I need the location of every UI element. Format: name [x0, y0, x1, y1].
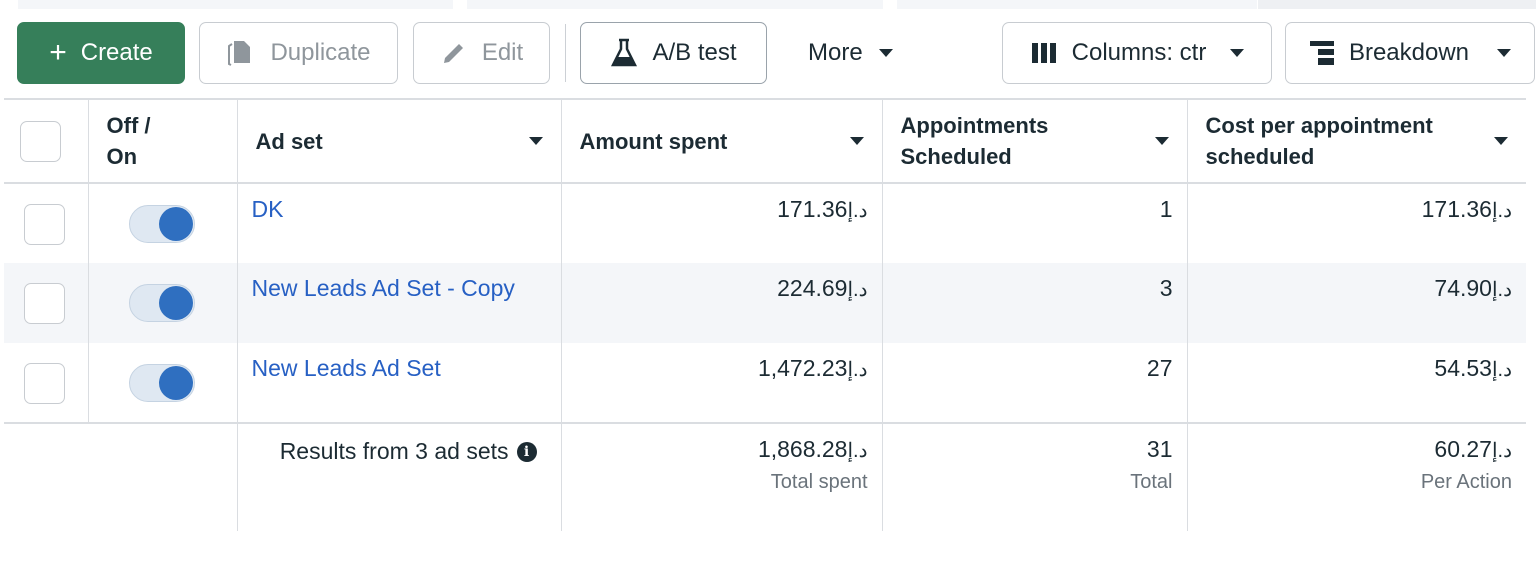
- table-header: Off / On Ad set Amount spent Appointment…: [4, 98, 1526, 184]
- summary-row: Results from 3 ad sets i 1,868.28د.إ Total…: [4, 422, 1526, 531]
- caret-down-icon: [878, 49, 893, 57]
- appointments: 27: [1146, 355, 1173, 381]
- caret-down-icon: [1230, 49, 1245, 57]
- cost-per-appointment: 74.90د.إ: [1434, 275, 1512, 301]
- pencil-icon: [443, 44, 463, 63]
- table-row: New Leads Ad Set 1,472.23د.إ 27 54.53د.إ: [4, 343, 1526, 423]
- amount-spent: 1,472.23د.إ: [757, 355, 868, 381]
- duplicate-button[interactable]: Duplicate: [199, 22, 398, 84]
- results-summary: Results from 3 ad sets i: [238, 424, 561, 465]
- table-row: DK 171.36د.إ 1 171.36د.إ: [4, 183, 1526, 263]
- edit-button[interactable]: Edit: [413, 22, 550, 84]
- row-checkbox[interactable]: [24, 204, 65, 245]
- row-checkbox[interactable]: [24, 283, 65, 324]
- sort-caret-icon[interactable]: [849, 137, 864, 145]
- plus-icon: +: [49, 36, 67, 69]
- duplicate-icon: [228, 41, 251, 66]
- cost-per-appointment: 54.53د.إ: [1434, 355, 1512, 381]
- ad-sets-table: Off / On Ad set Amount spent Appointment…: [4, 98, 1526, 531]
- ad-set-link[interactable]: New Leads Ad Set: [251, 355, 441, 381]
- toolbar-divider: [565, 24, 566, 82]
- table-row: New Leads Ad Set - Copy 224.69د.إ 3 74.9…: [4, 263, 1526, 343]
- row-checkbox[interactable]: [24, 363, 65, 404]
- breakdown-icon: [1309, 41, 1334, 65]
- header-toggle: Off / On: [87, 98, 237, 184]
- breakdown-dropdown[interactable]: Breakdown: [1285, 22, 1535, 84]
- amount-spent: 171.36د.إ: [777, 196, 868, 222]
- cost-per-appointment: 171.36د.إ: [1421, 196, 1512, 222]
- amount-spent: 224.69د.إ: [777, 275, 868, 301]
- total-amount-spent: 1,868.28د.إ Total spent: [757, 436, 868, 493]
- top-background: [0, 0, 1536, 9]
- flask-icon: [611, 38, 638, 67]
- header-ad-set[interactable]: Ad set: [236, 98, 561, 184]
- appointments: 3: [1159, 275, 1173, 301]
- create-button[interactable]: + Create: [17, 22, 185, 84]
- ab-test-button[interactable]: A/B test: [580, 22, 767, 84]
- on-off-toggle[interactable]: [128, 364, 195, 402]
- ad-set-link[interactable]: DK: [251, 196, 284, 222]
- on-off-toggle[interactable]: [128, 205, 195, 243]
- total-appointments: 31 Total: [1130, 436, 1173, 493]
- header-appointments[interactable]: Appointments Scheduled: [881, 98, 1187, 184]
- header-cost[interactable]: Cost per appointment scheduled: [1186, 98, 1526, 184]
- columns-icon: [1031, 43, 1056, 63]
- sort-caret-icon[interactable]: [1494, 137, 1508, 145]
- on-off-toggle[interactable]: [128, 284, 195, 322]
- sort-caret-icon[interactable]: [1154, 137, 1169, 145]
- header-amount-spent[interactable]: Amount spent: [560, 98, 882, 184]
- ad-set-link[interactable]: New Leads Ad Set - Copy: [251, 275, 515, 301]
- total-cost-per-appointment: 60.27د.إ Per Action: [1420, 436, 1512, 493]
- caret-down-icon: [1497, 49, 1512, 57]
- more-dropdown[interactable]: More: [808, 22, 893, 84]
- appointments: 1: [1159, 196, 1173, 222]
- columns-dropdown[interactable]: Columns: ctr: [1002, 22, 1272, 84]
- sort-caret-icon[interactable]: [528, 137, 543, 145]
- select-all-checkbox[interactable]: [20, 120, 61, 162]
- info-icon[interactable]: i: [516, 441, 537, 462]
